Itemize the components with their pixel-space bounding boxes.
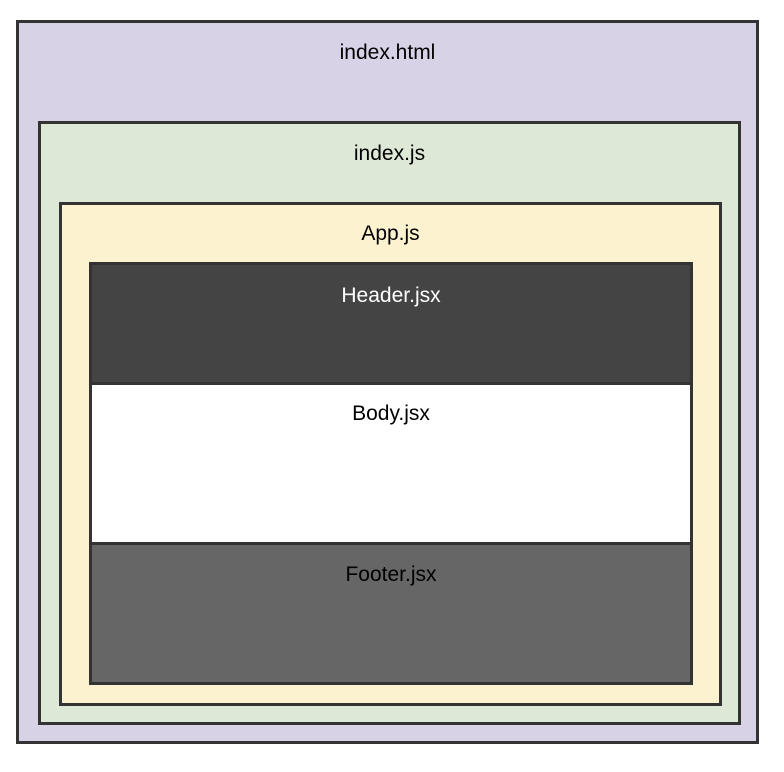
footer-jsx-label: Footer.jsx bbox=[345, 563, 437, 586]
body-jsx-label: Body.jsx bbox=[352, 402, 430, 425]
app-js-label: App.js bbox=[361, 222, 420, 245]
index-html-label: index.html bbox=[339, 41, 436, 64]
index-js-label: index.js bbox=[353, 142, 426, 165]
header-jsx-label: Header.jsx bbox=[341, 284, 441, 307]
header-jsx-block: Header.jsx bbox=[89, 262, 693, 385]
index-js-container: index.js App.js Header.jsx Body.jsx Foot… bbox=[38, 121, 741, 725]
footer-jsx-block: Footer.jsx bbox=[89, 542, 693, 685]
index-html-container: index.html index.js App.js Header.jsx Bo… bbox=[16, 20, 759, 744]
app-js-container: App.js Header.jsx Body.jsx Footer.jsx bbox=[59, 202, 722, 706]
body-jsx-block: Body.jsx bbox=[89, 382, 693, 545]
